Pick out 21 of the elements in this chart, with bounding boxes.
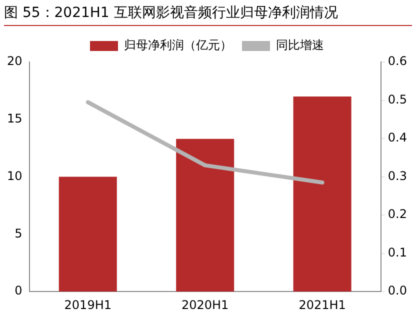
bar — [176, 138, 234, 292]
y2-tick-label: 0.5 — [388, 92, 408, 106]
y2-tick-label: 0.3 — [388, 168, 408, 183]
y2-tick-label: 0.0 — [388, 284, 408, 298]
y-tick-label: 10 — [6, 168, 22, 183]
y-tick-label: 15 — [6, 112, 22, 126]
y-tick-label: 0 — [14, 284, 22, 298]
y-tick-label: 20 — [6, 54, 22, 68]
x-tick-label: 2019H1 — [64, 298, 112, 312]
bar — [293, 96, 352, 292]
legend-label: 同比增速 — [276, 38, 324, 52]
legend-label: 归母净利润（亿元） — [124, 38, 232, 52]
y2-tick-label: 0.1 — [388, 245, 408, 260]
y2-tick-label: 0.2 — [388, 207, 408, 222]
bar — [58, 176, 117, 292]
y2-tick-label: 0.4 — [388, 130, 408, 145]
x-tick-label: 2021H1 — [298, 298, 346, 312]
y-tick-label: 5 — [14, 226, 22, 240]
y2-tick-label: 0.6 — [388, 54, 408, 68]
x-tick-label: 2020H1 — [181, 298, 229, 312]
chart-title: 图 55：2021H1 互联网影视音频行业归母净利润情况 — [4, 4, 412, 26]
